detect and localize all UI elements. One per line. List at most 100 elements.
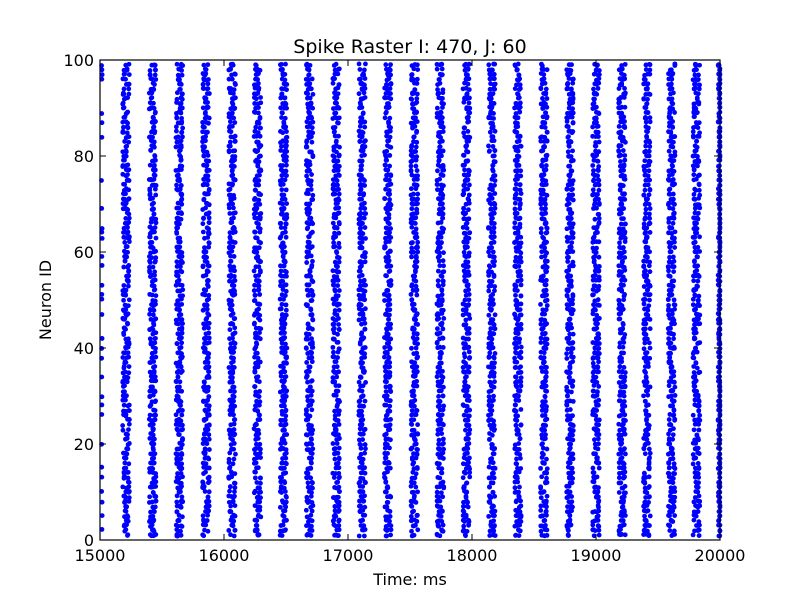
spike-point [279, 349, 285, 355]
spike-point [387, 360, 393, 365]
spike-point [540, 293, 545, 299]
spike-point [121, 188, 127, 193]
spike-point [174, 225, 180, 231]
spike-point [173, 422, 179, 427]
spike-point [490, 143, 496, 149]
spike-point [180, 134, 185, 140]
spike-point [515, 61, 521, 67]
spike-point [284, 162, 289, 168]
spike-point [309, 528, 315, 533]
spike-point [306, 455, 312, 461]
spike-point [281, 393, 287, 398]
spike-point [490, 249, 496, 255]
spike-point [173, 379, 179, 384]
spike-point [256, 105, 261, 110]
spike-point [153, 255, 159, 261]
spike-point [538, 340, 544, 345]
spike-point [512, 402, 518, 408]
spike-point [148, 341, 154, 347]
spike-point [357, 498, 362, 504]
spike-point [126, 484, 132, 490]
spike-point [491, 355, 497, 361]
spike-point [147, 394, 153, 400]
spike-point [335, 388, 341, 394]
spike-point [540, 422, 546, 428]
spike-point [147, 435, 153, 441]
spike-point [284, 87, 289, 93]
spike-point [306, 422, 312, 428]
spike-point [232, 105, 238, 111]
spike-point [123, 360, 129, 365]
spike-point [230, 461, 236, 467]
spike-point [305, 336, 311, 342]
spike-point [231, 177, 237, 182]
spike-point [283, 234, 289, 240]
spike-point [543, 432, 548, 437]
spike-point [437, 355, 443, 361]
spike-point [413, 226, 419, 232]
spike-point [516, 398, 522, 403]
spike-point [411, 139, 416, 145]
spike-point [517, 268, 523, 274]
spike-point [466, 250, 472, 256]
spike-point [257, 412, 262, 418]
spike-point [284, 461, 289, 467]
spike-point [465, 81, 471, 87]
spike-point [435, 326, 440, 332]
spike-point [149, 182, 155, 188]
spike-point [150, 445, 156, 451]
spike-point [252, 101, 258, 106]
spike-point [463, 317, 469, 323]
spike-point [206, 320, 212, 326]
spike-point [336, 82, 342, 87]
spike-point [490, 451, 496, 457]
spike-point [333, 197, 339, 203]
spike-point [434, 493, 440, 499]
spike-point [542, 282, 548, 288]
spike-point [176, 205, 182, 211]
spike-point [463, 436, 469, 442]
spike-point [487, 330, 493, 336]
spike-point [487, 186, 493, 192]
spike-point [383, 384, 389, 390]
spike-point [122, 292, 128, 298]
spike-point [359, 413, 365, 419]
spike-point [202, 379, 207, 385]
spike-point [153, 346, 158, 351]
spike-point [147, 369, 153, 375]
spike-point [120, 370, 126, 376]
spike-point [147, 422, 153, 428]
spike-point [256, 245, 262, 251]
spike-point [518, 514, 524, 520]
spike-point [512, 490, 518, 495]
spike-point [385, 331, 391, 337]
spike-point [279, 312, 285, 317]
spike-point [151, 307, 157, 313]
spike-point [516, 325, 521, 331]
spike-point [439, 274, 445, 279]
spike-point [232, 154, 238, 159]
spike-point [122, 350, 128, 356]
spike-point [513, 423, 519, 428]
spike-point [253, 330, 259, 336]
spike-point [488, 317, 494, 322]
spike-point [440, 436, 446, 442]
spike-point [332, 308, 338, 313]
spike-point [437, 446, 442, 452]
spike-point [439, 66, 445, 72]
spike-point [200, 273, 206, 279]
spike-point [462, 369, 468, 375]
spike-point [361, 67, 367, 73]
spike-point [277, 178, 283, 184]
spike-point [231, 331, 236, 337]
spike-point [436, 77, 442, 82]
spike-point [123, 413, 129, 419]
spike-point [387, 373, 393, 379]
spike-point [257, 292, 263, 297]
spike-point [148, 244, 153, 250]
spike-point [231, 205, 236, 211]
spike-point [204, 297, 210, 303]
spike-point [463, 493, 469, 499]
spike-point [388, 494, 394, 500]
